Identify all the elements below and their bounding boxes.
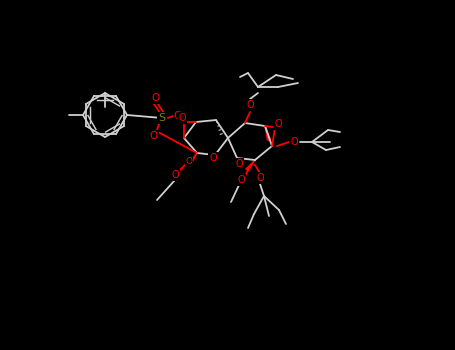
Text: O: O (174, 111, 182, 121)
Text: O: O (150, 131, 158, 141)
Text: O: O (256, 173, 264, 183)
Text: O: O (237, 175, 245, 185)
Polygon shape (246, 160, 255, 171)
Polygon shape (265, 126, 270, 140)
Text: O: O (186, 156, 192, 166)
Text: S: S (158, 113, 166, 123)
Text: O: O (171, 170, 179, 180)
Text: O: O (290, 137, 298, 147)
Text: O: O (152, 93, 160, 103)
Polygon shape (188, 153, 197, 166)
Text: O: O (209, 153, 217, 163)
Text: O: O (178, 113, 186, 123)
Text: O: O (235, 159, 243, 169)
Text: O: O (246, 100, 254, 110)
Text: O: O (274, 119, 282, 129)
